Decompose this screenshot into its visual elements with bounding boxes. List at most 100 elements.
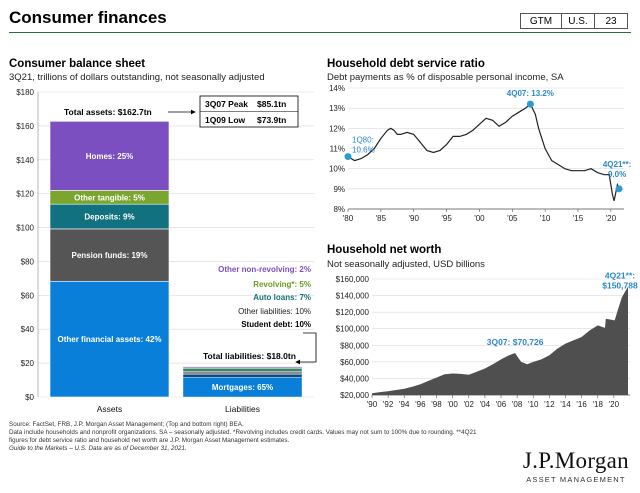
bs-ytick-label: $0 — [25, 393, 34, 402]
bs-ytick-label: $100 — [16, 224, 34, 233]
student-debt-pointer — [295, 332, 317, 365]
nw-peak-label: 3Q07: $70,726 — [487, 337, 544, 347]
ds-end-label: 4Q21**: — [603, 160, 631, 169]
nw-end-label: 4Q21**: — [605, 271, 635, 281]
bs-ytick-label: $120 — [16, 190, 34, 199]
nw-xtick-label: '90 — [367, 400, 378, 409]
bs-ytick-label: $160 — [16, 122, 34, 131]
nw-xtick-label: '00 — [447, 400, 458, 409]
peak-label: 3Q07 Peak — [205, 99, 248, 109]
bs-ytick-label: $60 — [21, 291, 35, 300]
footnote-data: Data include households and nonprofit or… — [9, 429, 477, 436]
nw-xtick-label: '18 — [593, 400, 604, 409]
nw-xtick-label: '14 — [560, 400, 571, 409]
nw-ytick-label: $160,000 — [336, 275, 370, 284]
footnotes: Source: FactSet, FRB, J.P. Morgan Asset … — [9, 421, 479, 453]
ds-end-value: 9.0% — [608, 170, 626, 179]
ds-start-label: 1Q80: — [352, 136, 374, 145]
net-worth-subtitle: Not seasonally adjusted, USD billions — [327, 259, 485, 270]
debt-ratio-chart: 8% 9% 10% 11% 12% 13% 14% '80 '85 '90 '95 '00 '05 '10… — [329, 84, 631, 223]
brand-logo: J.P.Morgan ASSET MANAGEMENT — [523, 448, 629, 484]
tag-gtm: GTM — [520, 13, 562, 29]
nw-xtick-label: '10 — [528, 400, 539, 409]
nw-xtick-label: '92 — [383, 400, 394, 409]
ds-ytick-label: 8% — [333, 205, 345, 214]
ds-start-marker — [344, 153, 352, 161]
asset-segment — [49, 280, 170, 398]
debt-ratio-line — [347, 103, 620, 202]
low-label: 1Q09 Low — [205, 115, 246, 125]
balance-sheet-title: Consumer balance sheet — [9, 58, 146, 70]
nw-end-value: $150,788 — [602, 281, 638, 291]
asset-segment — [49, 203, 170, 230]
nw-xtick-label: '12 — [544, 400, 555, 409]
peak-value: $85.1tn — [257, 99, 286, 109]
footnote-estimates: figures for debt service ratio and house… — [9, 437, 290, 444]
nw-xtick-label: '08 — [512, 400, 523, 409]
nw-xtick-label: '06 — [496, 400, 507, 409]
ds-end-marker — [615, 185, 623, 193]
nw-ytick-label: $20,000 — [340, 391, 369, 400]
title-rule — [9, 32, 631, 33]
nw-ytick-label: $40,000 — [340, 374, 369, 383]
nw-xtick-label: '16 — [576, 400, 587, 409]
ds-ytick-label: 14% — [329, 84, 345, 93]
liability-segment — [182, 370, 303, 375]
ds-xtick-label: '15 — [573, 214, 584, 223]
debt-ratio-subtitle: Debt payments as % of disposable persona… — [327, 72, 564, 83]
bs-ytick-label: $180 — [16, 88, 34, 97]
ds-xtick-label: '95 — [441, 214, 452, 223]
nw-ytick-label: $120,000 — [336, 308, 370, 317]
asset-segment — [49, 228, 170, 282]
asset-segment — [49, 121, 170, 191]
liability-segment — [182, 373, 303, 378]
brand-name: J.P.Morgan — [522, 448, 629, 473]
ds-peak-marker — [526, 100, 534, 108]
total-assets-label: Total assets: $162.7tn — [64, 107, 152, 117]
bs-ytick-label: $140 — [16, 156, 34, 165]
ds-xtick-label: '05 — [507, 214, 518, 223]
bs-ytick-label: $20 — [21, 359, 35, 368]
debt-ratio-title: Household debt service ratio — [327, 58, 485, 70]
ds-ytick-label: 12% — [329, 124, 345, 133]
liability-segment — [182, 368, 303, 372]
liability-legend-label: Other liabilities: 10% — [238, 307, 311, 316]
liability-segment — [182, 366, 303, 368]
liability-legend-label: Revolving*: 5% — [253, 280, 311, 289]
net-worth-title: Household net worth — [327, 244, 442, 256]
ds-start-value: 10.6% — [352, 146, 375, 155]
ds-ytick-label: 11% — [330, 145, 345, 154]
nw-ytick-label: $60,000 — [340, 358, 369, 367]
asset-segment-label: Other tangible: 5% — [74, 193, 145, 202]
x-category-label: Assets — [97, 404, 123, 414]
ds-xtick-label: '85 — [376, 214, 387, 223]
ds-peak-label: 4Q07: 13.2% — [507, 89, 554, 98]
ds-ytick-label: 10% — [329, 165, 345, 174]
tag-us: U.S. — [561, 13, 595, 29]
nw-xtick-label: '20 — [609, 400, 620, 409]
bs-ytick-label: $80 — [21, 257, 35, 266]
net-worth-area — [372, 286, 628, 395]
ds-xtick-label: '90 — [408, 214, 419, 223]
nw-ytick-label: $100,000 — [336, 325, 370, 334]
tag-page: 23 — [594, 13, 628, 29]
ds-ytick-label: 9% — [333, 185, 345, 194]
asset-segment-label: Deposits: 9% — [84, 213, 134, 222]
liability-legend-label: Other non-revolving: 2% — [218, 265, 311, 274]
nw-xtick-label: '02 — [464, 400, 475, 409]
balance-sheet-chart: $0 $20 $40 $60 $80 $100 $120 $140 $160 $180 Other… — [16, 88, 317, 414]
ds-xtick-label: '10 — [540, 214, 551, 223]
nw-xtick-label: '94 — [399, 400, 410, 409]
liability-legend-label: Auto loans: 7% — [253, 293, 311, 302]
nw-ytick-label: $140,000 — [336, 292, 370, 301]
nw-xtick-label: '04 — [480, 400, 491, 409]
nw-xtick-label: '96 — [415, 400, 426, 409]
ds-xtick-label: '00 — [474, 214, 485, 223]
ds-xtick-label: '20 — [606, 214, 617, 223]
footnote-guide: Guide to the Markets – U.S. Data are as … — [9, 445, 187, 452]
net-worth-chart: $20,000 $40,000 $60,000 $80,000 $100,000 $120… — [336, 271, 638, 409]
x-category-label: Liabilities — [225, 404, 260, 414]
liability-segment-label: Mortgages: 65% — [212, 383, 273, 392]
bs-ytick-label: $40 — [21, 325, 35, 334]
nw-ytick-label: $80,000 — [340, 341, 369, 350]
